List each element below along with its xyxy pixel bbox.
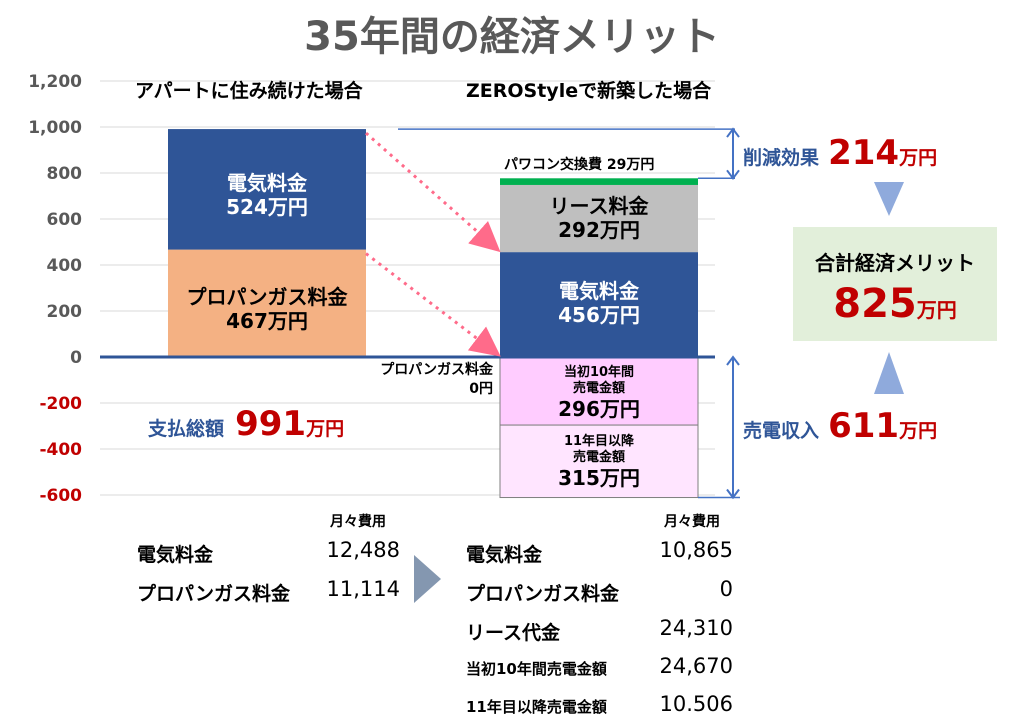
gas-value-apartment: 467万円 — [226, 309, 308, 333]
sale1-label-a: 当初10年間 — [563, 365, 635, 381]
gas-zero-text: プロパンガス料金 — [380, 362, 493, 378]
electric-value-zerostyle: 456万円 — [558, 303, 640, 327]
segment-label-gas-apartment: プロパンガス料金 467万円 — [168, 272, 366, 346]
down-triangle-icon — [874, 182, 904, 216]
table-right-row-value-2: 24,310 — [659, 616, 733, 640]
table-left-row-value-1: 11,114 — [326, 577, 400, 601]
reduction-value: 214 — [828, 133, 900, 173]
category-label-zerostyle: ZEROStyleで新築した場合 — [466, 80, 712, 102]
sales-value: 611 — [828, 406, 900, 446]
table-right-row-label-2: リース代金 — [466, 622, 561, 644]
table-right-row-value-4: 10.506 — [659, 692, 733, 716]
y-tick-label: 0 — [70, 348, 82, 368]
gas-zero-value: 0円 — [469, 380, 493, 397]
y-tick-label: 1,000 — [28, 118, 82, 138]
electric-value-apartment: 524万円 — [226, 195, 308, 219]
table-right-row-value-3: 24,670 — [659, 654, 733, 678]
segment-label-electric-apartment: 電気料金 524万円 — [168, 158, 366, 232]
dotted-arrow-upper — [365, 131, 501, 253]
y-tick-label: -400 — [39, 440, 82, 460]
table-right-header: 月々費用 — [664, 514, 720, 530]
segment-label-electric-zerostyle: 電気料金 456万円 — [500, 268, 698, 338]
merit-label: 合計経済メリット — [815, 251, 975, 275]
lease-label-text: リース料金 — [549, 194, 649, 218]
y-tick-label: -600 — [39, 486, 82, 506]
reduction-unit: 万円 — [899, 147, 938, 169]
y-tick-label: -200 — [39, 394, 82, 414]
sales-income-annotation: 売電収入 611万円 — [743, 406, 937, 446]
sale2-label-a: 11年目以降 — [563, 434, 635, 450]
up-triangle-icon — [874, 352, 904, 394]
y-tick-label: 1,200 — [28, 72, 82, 92]
electric-label-text-2: 電気料金 — [559, 279, 639, 303]
table-right-row-label-4: 11年目以降売電金額 — [466, 698, 607, 716]
bar-segment — [168, 249, 366, 357]
table-left-row-label-1: プロパンガス料金 — [137, 583, 290, 605]
table-left-row-label-0: 電気料金 — [137, 544, 214, 566]
sale2-value: 315万円 — [558, 465, 640, 490]
merit-unit: 万円 — [916, 298, 957, 322]
table-left-row-value-0: 12,488 — [326, 538, 400, 562]
total-payment-annotation: 支払総額 991万円 — [148, 404, 344, 444]
lease-value: 292万円 — [558, 218, 640, 242]
sales-arrow-up — [726, 355, 740, 366]
table-right-row-label-3: 当初10年間売電金額 — [466, 660, 607, 678]
bar-segment — [500, 178, 698, 185]
category-label-apartment: アパートに住み続けた場合 — [135, 80, 363, 102]
page-title: 35年間の経済メリット — [304, 14, 720, 60]
reduction-arrow-down — [726, 169, 740, 180]
sales-label: 売電収入 — [743, 420, 820, 442]
y-tick-label: 800 — [47, 164, 83, 184]
table-left-header: 月々費用 — [330, 514, 386, 530]
sale2-label-b: 売電金額 — [572, 450, 625, 465]
reduction-arrow-up — [726, 127, 740, 138]
table-right-row-label-1: プロパンガス料金 — [466, 583, 619, 605]
bar-segment — [499, 424, 699, 499]
total-value: 991 — [235, 404, 307, 444]
reduction-annotation: 削減効果 214万円 — [743, 133, 937, 173]
electric-label-text: 電気料金 — [227, 171, 307, 195]
dotted-arrow-lower — [365, 252, 501, 357]
y-tick-label: 200 — [47, 302, 83, 322]
table-right-row-label-0: 電気料金 — [466, 544, 543, 566]
gas-zero-label: プロパンガス料金 0円 — [368, 361, 493, 399]
sale1-label-b: 売電金額 — [572, 381, 625, 396]
bar-segment — [500, 184, 698, 253]
powercon-label: パワコン交換費 29万円 — [504, 157, 655, 173]
segment-label-lease: リース料金 292万円 — [500, 188, 698, 248]
merit-value-wrap: 825万円 — [793, 281, 997, 327]
total-label: 支払総額 — [148, 418, 225, 440]
y-tick-label: 400 — [47, 256, 83, 276]
table-right-row-value-0: 10,865 — [659, 538, 733, 562]
table-right-row-value-1: 0 — [719, 577, 733, 601]
merit-value: 825 — [833, 281, 917, 327]
chevron-right-icon — [414, 555, 441, 603]
bar-segment — [500, 252, 698, 357]
y-tick-label: 600 — [47, 210, 83, 230]
gas-label-text: プロパンガス料金 — [186, 285, 348, 309]
segment-label-sale2: 11年目以降 売電金額 315万円 — [500, 428, 698, 496]
total-merit-box: 合計経済メリット 825万円 — [793, 227, 997, 341]
reduction-label: 削減効果 — [743, 147, 820, 169]
bar-segment — [168, 129, 366, 250]
sale1-value: 296万円 — [558, 396, 640, 421]
sales-unit: 万円 — [899, 420, 938, 442]
total-unit: 万円 — [306, 418, 345, 440]
segment-label-sale1: 当初10年間 売電金額 296万円 — [500, 359, 698, 427]
